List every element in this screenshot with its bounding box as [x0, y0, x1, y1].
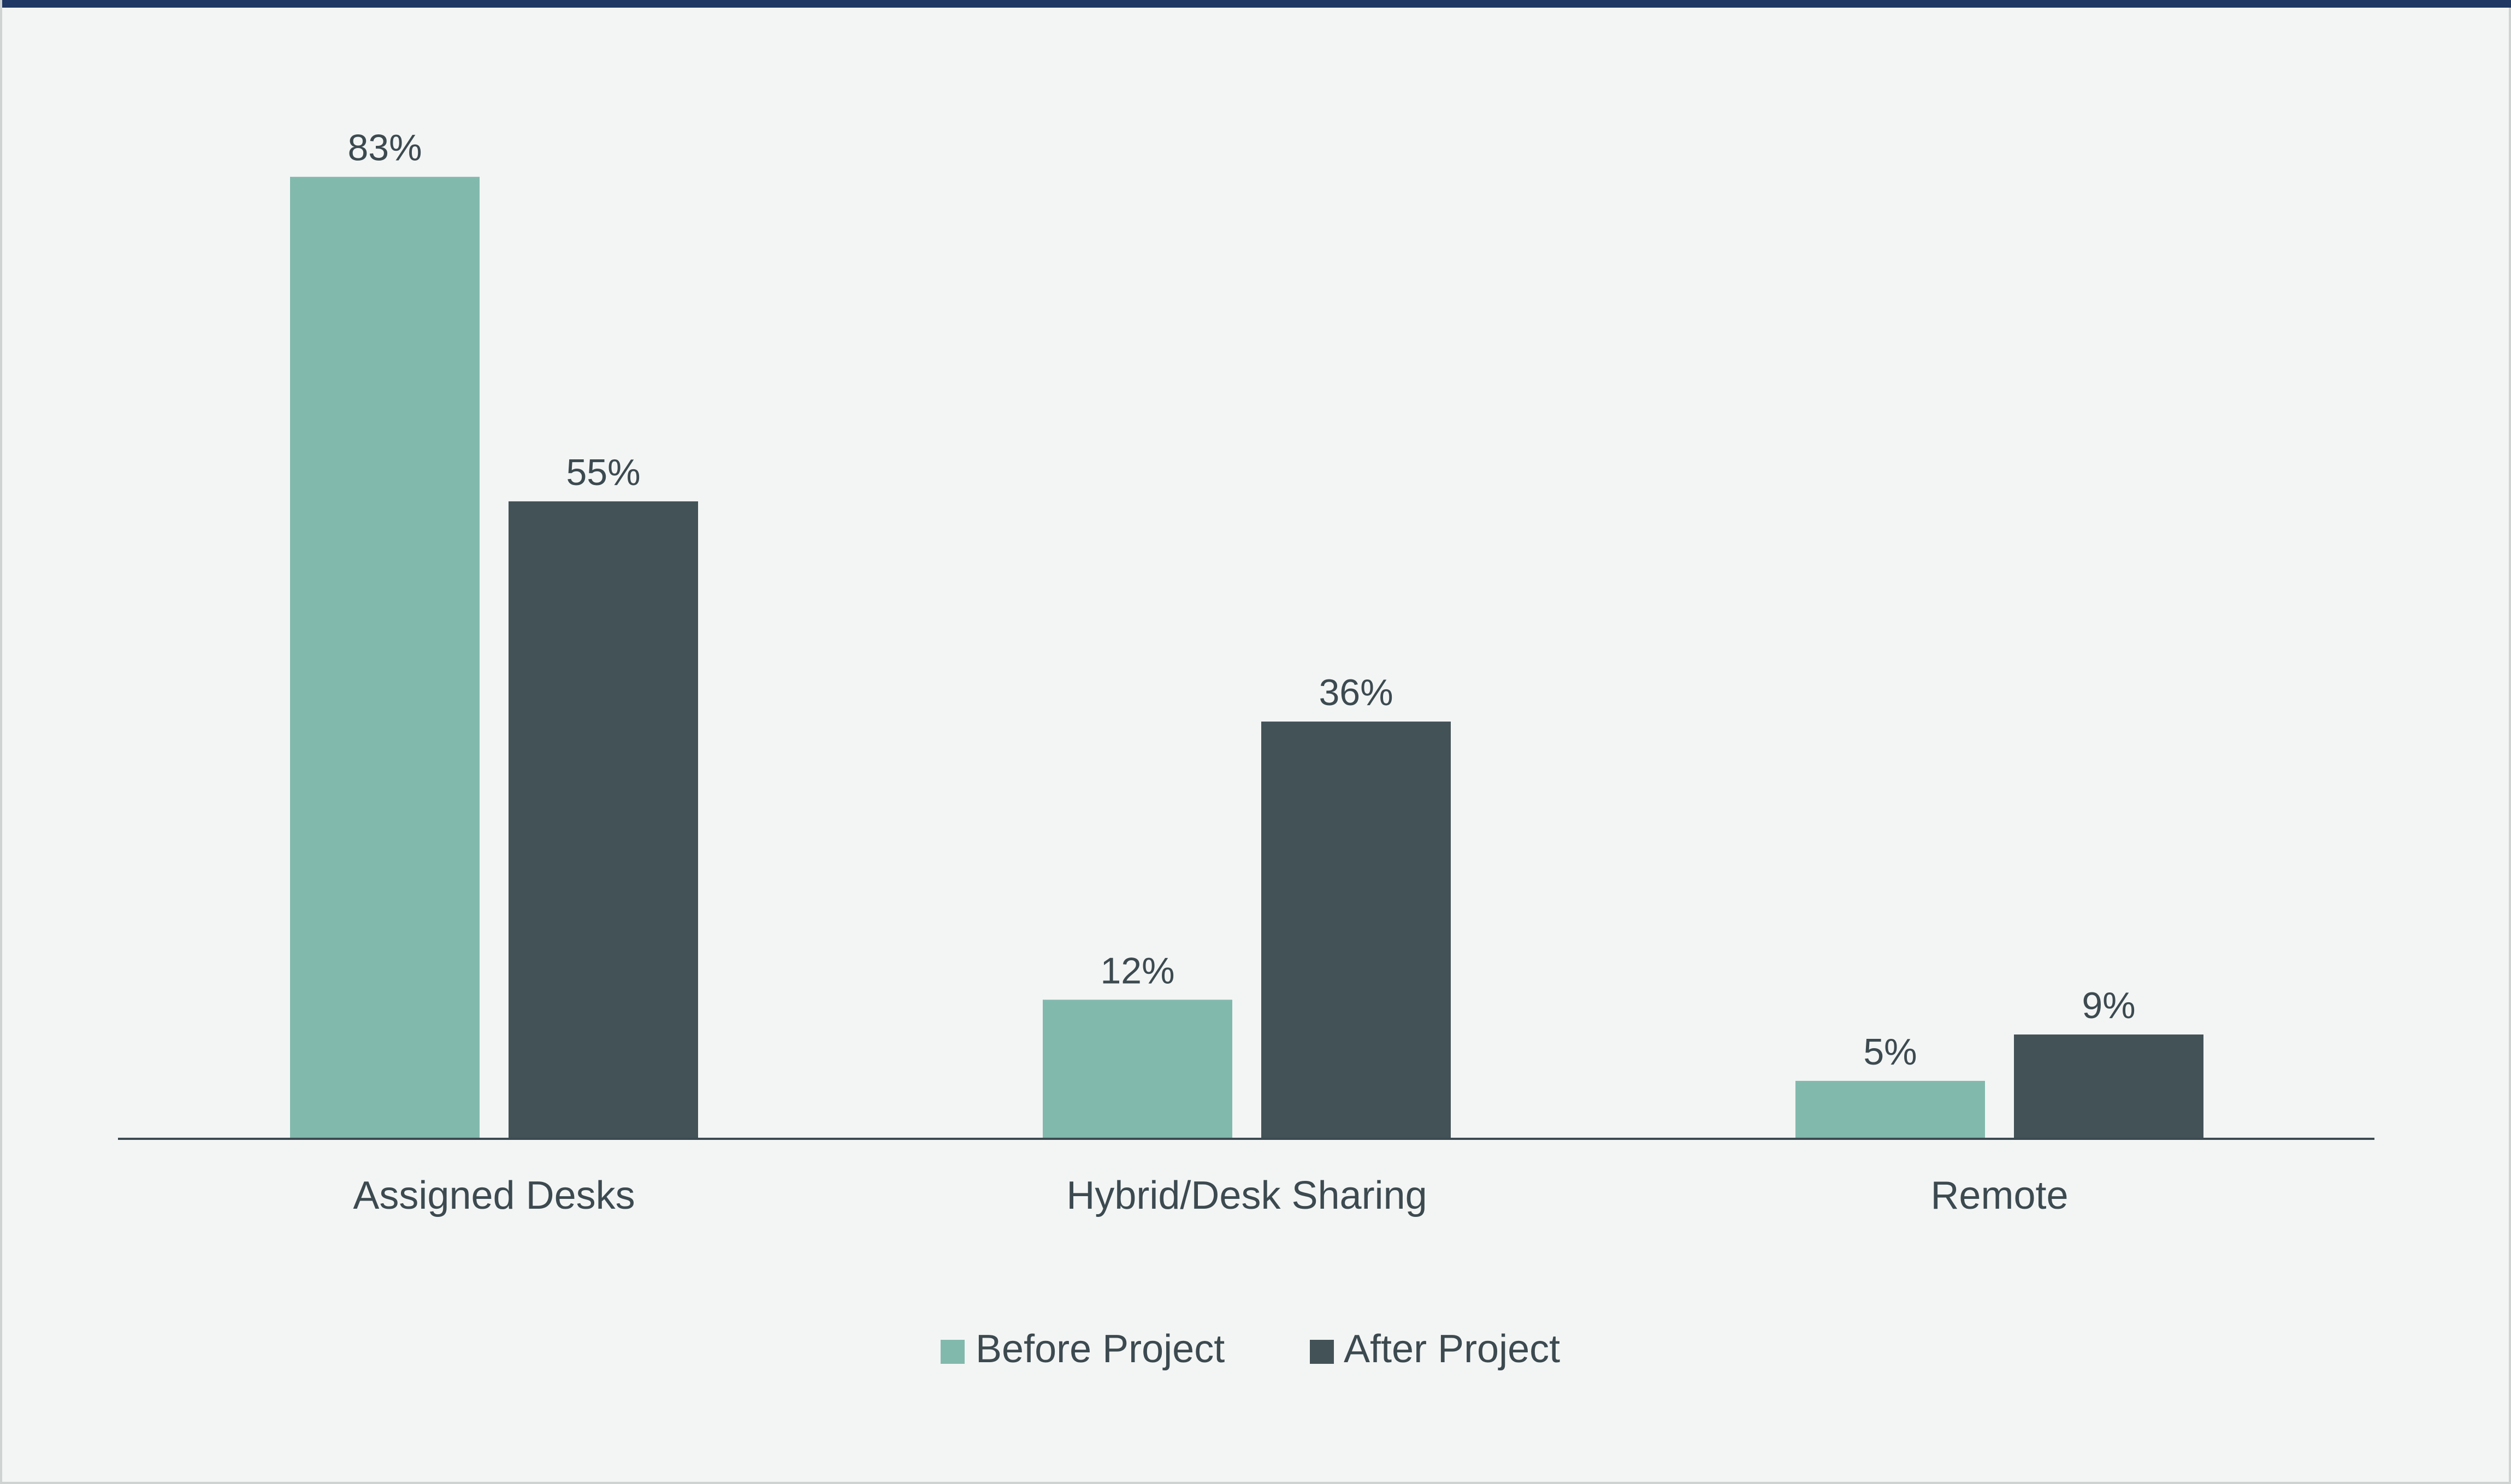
legend-item-after: After Project [1310, 1327, 1560, 1371]
bar-before-2 [1795, 1080, 1985, 1139]
labels-layer: 83% 55% Assigned Desks 12% 36% Hybrid/Desk Sh… [347, 127, 2135, 1217]
bar-after-0 [509, 501, 698, 1139]
top-rule [2, 0, 2511, 8]
legend-label-before: Before Project [976, 1327, 1225, 1371]
bar-before-0 [290, 176, 480, 1139]
value-label-after-2: 9% [2082, 985, 2135, 1026]
bars-layer [290, 176, 2203, 1139]
value-label-after-0: 55% [566, 452, 640, 493]
legend-swatch-before [941, 1340, 965, 1364]
category-label-1: Hybrid/Desk Sharing [1066, 1174, 1427, 1217]
category-label-0: Assigned Desks [353, 1174, 635, 1217]
bar-after-2 [2014, 1034, 2203, 1139]
legend-swatch-after [1310, 1340, 1334, 1364]
legend-item-before: Before Project [941, 1327, 1225, 1371]
legend: Before Project After Project [941, 1327, 1560, 1371]
value-label-before-1: 12% [1100, 950, 1174, 991]
bar-after-1 [1261, 722, 1451, 1139]
bar-before-1 [1043, 1000, 1232, 1139]
category-label-2: Remote [1930, 1174, 2068, 1217]
value-label-after-1: 36% [1319, 672, 1393, 713]
legend-label-after: After Project [1344, 1327, 1560, 1371]
value-label-before-2: 5% [1863, 1031, 1917, 1073]
value-label-before-0: 83% [347, 127, 422, 169]
